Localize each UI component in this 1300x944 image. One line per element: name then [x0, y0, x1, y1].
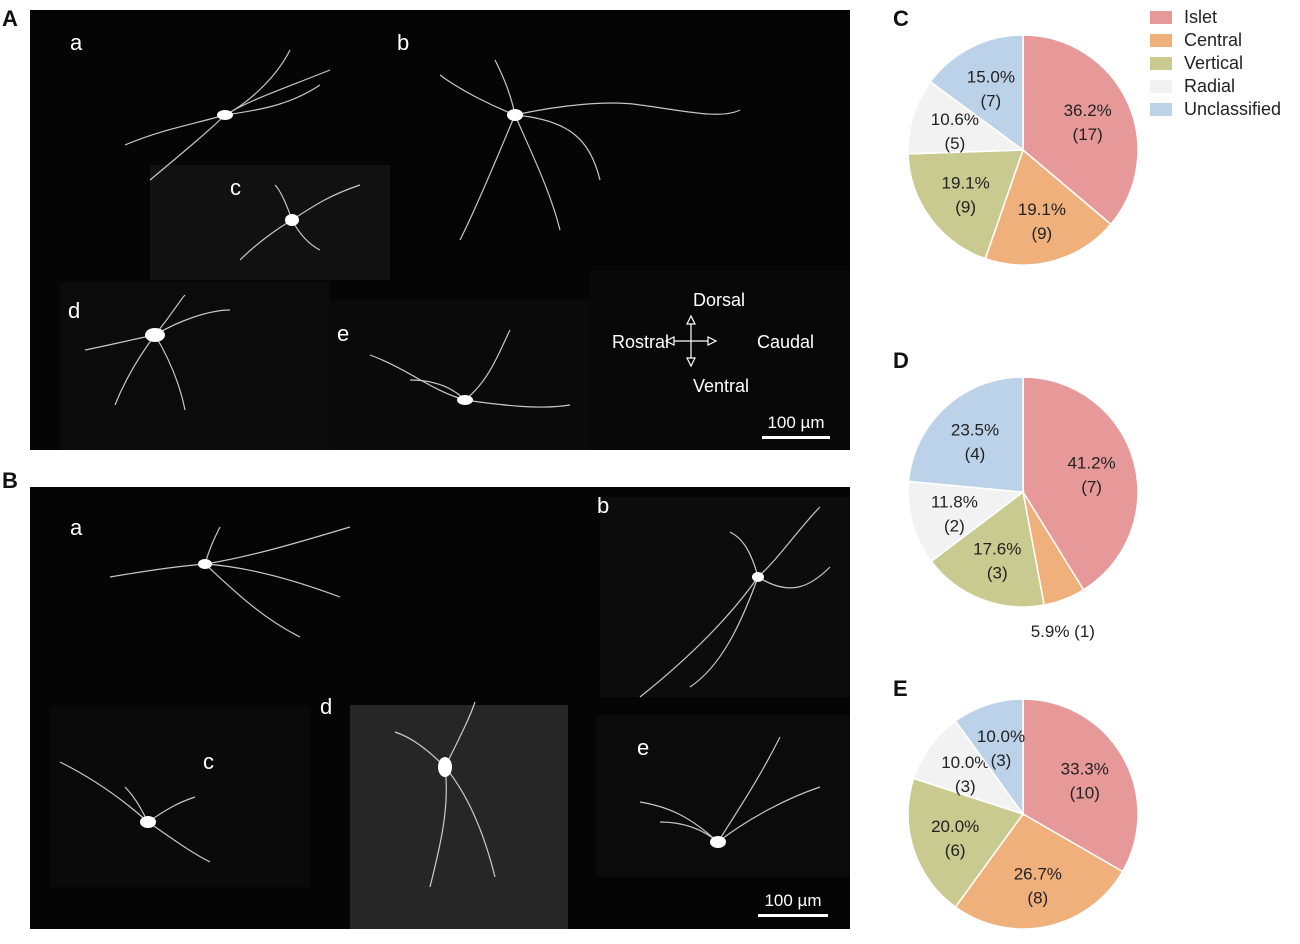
scale-bar-a: 100 µm	[762, 413, 830, 439]
micrograph-tile	[330, 300, 590, 450]
pie-label-pct: 10.0%	[941, 753, 989, 772]
pie-slice-radial	[907, 80, 1026, 155]
legend-label: Unclassified	[1184, 99, 1282, 119]
legend-label: Radial	[1184, 76, 1236, 96]
pie-label-count: (6)	[945, 841, 966, 860]
pie-label-pct: 11.8%	[931, 493, 978, 512]
pie-slice-radial	[912, 719, 1025, 816]
pie-label-count: (2)	[944, 517, 965, 536]
legend-item-vertical: Vertical	[1150, 52, 1281, 75]
legend-swatch	[1150, 80, 1172, 93]
micrograph-panel-a: a b c d e Dorsal Ventral Rostral Caudal …	[30, 10, 850, 450]
micrograph-tile	[590, 270, 850, 450]
pie-label-count: (3)	[987, 563, 1008, 582]
panel-letter-c: C	[893, 6, 909, 31]
subpanel-label-a: a	[70, 515, 83, 540]
panel-letter-e: E	[893, 676, 908, 701]
pie-label-count: (9)	[955, 197, 976, 216]
subpanel-label-e: e	[637, 735, 650, 760]
pie-slice-vertical	[907, 149, 1025, 260]
legend-swatch	[1150, 57, 1172, 70]
pie-label-pct: 19.1%	[941, 173, 989, 192]
pie-label-pct: 10.0%	[977, 727, 1025, 746]
legend-swatch	[1150, 34, 1172, 47]
legend-item-unclassified: Unclassified	[1150, 98, 1281, 121]
pie-label-count: (5)	[945, 134, 966, 153]
subpanel-label-d: d	[320, 694, 333, 719]
pie-label-pct: 26.7%	[1014, 865, 1062, 884]
pie-label-pct: 5.9% (1)	[1031, 622, 1095, 641]
pie-slice-islet	[1022, 698, 1139, 873]
subpanel-label-c: c	[203, 749, 214, 774]
micrograph-tile	[600, 497, 850, 697]
pie-slice-vertical	[930, 490, 1046, 608]
pie-label-count: (3)	[955, 777, 976, 796]
pie-slice-radial	[907, 480, 1025, 563]
pie-slice-central	[954, 813, 1124, 930]
pie-label-pct: 19.1%	[1018, 200, 1066, 219]
subpanel-label-e: e	[337, 321, 350, 346]
neuron-tracings-b	[59, 506, 831, 888]
pie-label-count: (17)	[1073, 125, 1103, 144]
legend-label: Central	[1184, 30, 1243, 50]
panel-letter-d: D	[893, 348, 909, 373]
panel-letter-a: A	[2, 6, 18, 31]
scale-bar-line	[762, 436, 830, 439]
pie-label-count: (4)	[965, 444, 986, 463]
pie-slice-unclassified	[907, 376, 1024, 493]
micrograph-panel-b: a b c d e 100 µm	[30, 487, 850, 929]
micrograph-tile	[150, 165, 390, 280]
scale-bar-label: 100 µm	[764, 891, 822, 910]
scale-bar-b: 100 µm	[758, 891, 828, 917]
scale-bar-line	[758, 914, 828, 917]
neuron-tracings-a	[84, 49, 741, 411]
pie-label-pct: 20.0%	[931, 817, 979, 836]
pie-label-pct: 23.5%	[951, 420, 999, 439]
pie-label-count: (10)	[1070, 783, 1100, 802]
pie-label-count: (9)	[1031, 224, 1052, 243]
orientation-rostral: Rostral	[612, 332, 670, 352]
pie-slice-islet	[1022, 34, 1139, 226]
legend-label: Islet	[1184, 7, 1218, 27]
legend-swatch	[1150, 11, 1172, 24]
pie-label-pct: 17.6%	[973, 539, 1021, 558]
micrograph-tile	[596, 715, 850, 877]
subpanel-label-a: a	[70, 30, 83, 55]
scale-bar-label: 100 µm	[767, 413, 825, 432]
subpanel-label-d: d	[68, 298, 81, 323]
orientation-caudal: Caudal	[757, 332, 815, 352]
pie-label-count: (8)	[1027, 889, 1048, 908]
legend-swatch	[1150, 103, 1172, 116]
legend-item-radial: Radial	[1150, 75, 1281, 98]
micrograph-tile	[60, 282, 330, 450]
pie-label-count: (3)	[991, 751, 1012, 770]
pie-slice-unclassified	[929, 34, 1024, 152]
orientation-dorsal: Dorsal	[693, 290, 746, 310]
pie-chart-e: 33.3%(10)26.7%(8)20.0%(6)10.0%(3)10.0%(3…	[907, 698, 1139, 930]
pie-legend: Islet Central Vertical Radial Unclassifi…	[1150, 6, 1281, 121]
legend-label: Vertical	[1184, 53, 1244, 73]
pie-slice-central	[984, 148, 1112, 266]
pie-slice-vertical	[907, 777, 1025, 909]
pie-slice-unclassified	[954, 698, 1024, 817]
subpanel-label-b: b	[397, 30, 410, 55]
subpanel-label-b: b	[597, 493, 610, 518]
pie-label-pct: 36.2%	[1064, 101, 1112, 120]
pie-label-pct: 10.6%	[931, 110, 979, 129]
pie-label-count: (7)	[1081, 477, 1102, 496]
panel-letter-b: B	[2, 468, 18, 493]
subpanel-label-c: c	[230, 175, 241, 200]
orientation-ventral: Ventral	[693, 376, 750, 396]
micrograph-tile	[50, 707, 310, 887]
legend-item-central: Central	[1150, 29, 1281, 52]
micrograph-tile	[350, 705, 568, 929]
pie-chart-d: 41.2% (7) 5.9% (1) 17.6% (3) 11.8% (2) 23.5% (4)	[907, 376, 1139, 641]
pie-slice-islet	[1022, 376, 1139, 591]
legend-item-islet: Islet	[1150, 6, 1281, 29]
pie-chart-c: 36.2% (17) 19.1% (9) 19.1% (9) 10.6% (5) 15.0% (7…	[907, 34, 1139, 266]
pie-label-pct: 41.2%	[1067, 453, 1115, 472]
pie-label-pct: 15.0%	[967, 67, 1015, 86]
pie-label-pct: 33.3%	[1061, 759, 1109, 778]
pie-label-count: (7)	[980, 91, 1001, 110]
